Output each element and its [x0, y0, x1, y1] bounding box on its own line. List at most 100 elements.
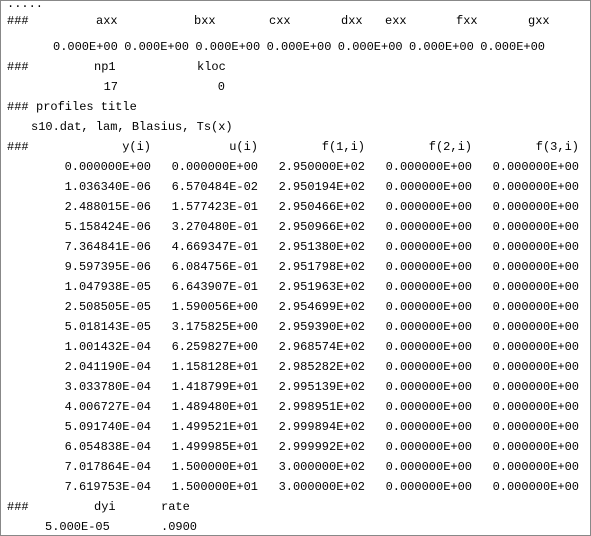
table-cell: 6.570484E-02: [171, 180, 258, 194]
footer-value: 5.000E-05: [45, 520, 110, 534]
table-cell: 0.000000E+00: [385, 340, 472, 354]
marker: ###: [7, 500, 29, 514]
table-cell: 0.000000E+00: [64, 160, 151, 174]
table-cell: 3.270480E-01: [171, 220, 258, 234]
marker: ###: [7, 60, 29, 74]
table-cell: 2.951798E+02: [278, 260, 365, 274]
grid-label: np1: [94, 60, 116, 74]
table-cell: 0.000000E+00: [385, 480, 472, 494]
table-cell: 0.000000E+00: [492, 260, 579, 274]
column-header: u(i): [229, 140, 258, 154]
table-cell: 7.619753E-04: [64, 480, 151, 494]
table-cell: 5.091740E-04: [64, 420, 151, 434]
table-cell: 6.084756E-01: [171, 260, 258, 274]
coef-label: cxx: [269, 14, 291, 28]
table-cell: 3.000000E+02: [278, 480, 365, 494]
table-cell: 5.158424E-06: [64, 220, 151, 234]
table-cell: 2.998951E+02: [278, 400, 365, 414]
footer-label: dyi: [94, 500, 116, 514]
table-cell: 1.001432E-04: [64, 340, 151, 354]
table-cell: 0.000000E+00: [385, 200, 472, 214]
table-cell: 4.669347E-01: [171, 240, 258, 254]
table-cell: 0.000000E+00: [385, 160, 472, 174]
coef-label: fxx: [456, 14, 478, 28]
coef-label: axx: [96, 14, 118, 28]
coef-label: exx: [385, 14, 407, 28]
coef-value: 0.000E+00: [266, 40, 332, 54]
coef-value: 0.000E+00: [337, 40, 403, 54]
table-cell: 1.158128E+01: [171, 360, 258, 374]
coef-value: 0.000E+00: [124, 40, 189, 54]
table-cell: 0.000000E+00: [385, 240, 472, 254]
table-cell: 7.364841E-06: [64, 240, 151, 254]
table-cell: 2.508505E-05: [64, 300, 151, 314]
grid-value: 0: [217, 80, 225, 94]
table-cell: 9.597395E-06: [64, 260, 151, 274]
table-cell: 2.951963E+02: [278, 280, 365, 294]
table-cell: 6.054838E-04: [64, 440, 151, 454]
table-cell: 2.951380E+02: [278, 240, 365, 254]
table-cell: 0.000000E+00: [492, 220, 579, 234]
column-header: f(1,i): [321, 140, 365, 154]
table-cell: 0.000000E+00: [385, 280, 472, 294]
marker: ###: [7, 100, 29, 114]
table-cell: 1.500000E+01: [171, 460, 258, 474]
table-cell: 0.000000E+00: [385, 460, 472, 474]
table-cell: 0.000000E+00: [492, 440, 579, 454]
table-cell: 2.950194E+02: [278, 180, 365, 194]
table-cell: 1.489480E+01: [171, 400, 258, 414]
table-cell: 2.950466E+02: [278, 200, 365, 214]
table-cell: 2.959390E+02: [278, 320, 365, 334]
table-cell: 3.175825E+00: [171, 320, 258, 334]
table-cell: 1.036340E-06: [64, 180, 151, 194]
table-cell: 0.000000E+00: [492, 300, 579, 314]
marker: ###: [7, 14, 29, 28]
table-cell: 2.999992E+02: [278, 440, 365, 454]
table-cell: 0.000000E+00: [492, 340, 579, 354]
table-cell: 0.000000E+00: [492, 180, 579, 194]
table-cell: 2.985282E+02: [278, 360, 365, 374]
coef-value: 0.000E+00: [480, 40, 545, 54]
table-cell: 0.000000E+00: [385, 320, 472, 334]
table-cell: 0.000000E+00: [385, 260, 472, 274]
coef-label: dxx: [341, 14, 363, 28]
column-header: f(2,i): [428, 140, 472, 154]
table-cell: 1.590056E+00: [171, 300, 258, 314]
table-cell: 1.500000E+01: [171, 480, 258, 494]
table-cell: 0.000000E+00: [492, 200, 579, 214]
table-cell: 2.999894E+02: [278, 420, 365, 434]
table-cell: 0.000000E+00: [492, 240, 579, 254]
table-cell: 0.000000E+00: [492, 400, 579, 414]
table-cell: 2.954699E+02: [278, 300, 365, 314]
footer-value: .0900: [161, 520, 198, 534]
grid-value: 17: [103, 80, 118, 94]
table-cell: 0.000000E+00: [171, 160, 258, 174]
table-cell: 2.950000E+02: [278, 160, 365, 174]
table-cell: 0.000000E+00: [492, 360, 579, 374]
column-header: f(3,i): [535, 140, 579, 154]
table-cell: 0.000000E+00: [385, 360, 472, 374]
table-cell: 2.968574E+02: [278, 340, 365, 354]
table-cell: 6.259827E+00: [171, 340, 258, 354]
table-cell: 1.577423E-01: [171, 200, 258, 214]
profiles-title: profiles title: [36, 100, 137, 114]
table-cell: 2.950966E+02: [278, 220, 365, 234]
footer-label: rate: [161, 500, 190, 514]
coef-value: 0.000E+00: [195, 40, 261, 54]
table-cell: 0.000000E+00: [492, 420, 579, 434]
table-cell: 0.000000E+00: [385, 420, 472, 434]
table-cell: 0.000000E+00: [385, 440, 472, 454]
table-cell: 1.499521E+01: [171, 420, 258, 434]
table-cell: 0.000000E+00: [385, 220, 472, 234]
grid-label: kloc: [197, 60, 226, 74]
table-cell: 1.418799E+01: [171, 380, 258, 394]
coef-label: gxx: [528, 14, 550, 28]
table-cell: 2.995139E+02: [278, 380, 365, 394]
table-cell: 1.047938E-05: [64, 280, 151, 294]
table-cell: 4.006727E-04: [64, 400, 151, 414]
table-cell: 6.643907E-01: [171, 280, 258, 294]
table-cell: 0.000000E+00: [385, 400, 472, 414]
table-cell: 2.041190E-04: [64, 360, 151, 374]
table-cell: 0.000000E+00: [385, 300, 472, 314]
